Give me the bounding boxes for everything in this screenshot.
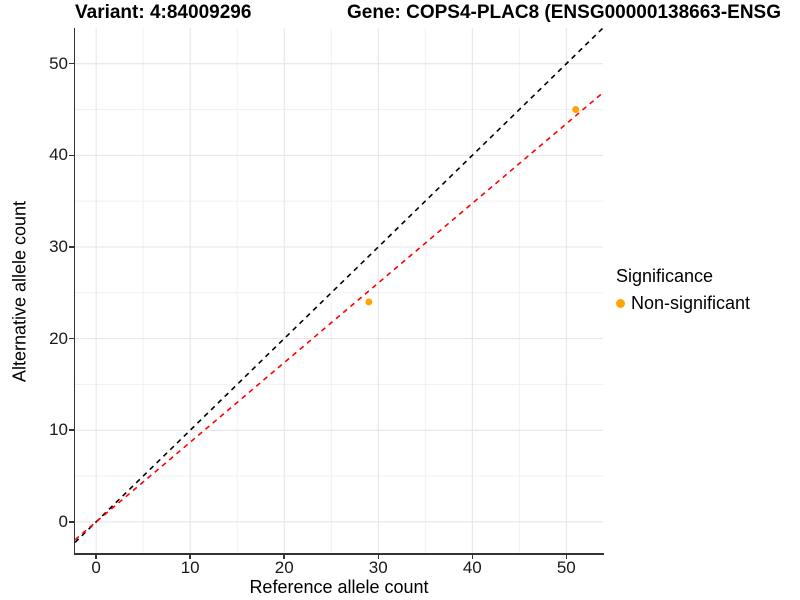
y-tick-mark	[69, 62, 74, 65]
y-axis-line	[73, 28, 75, 555]
y-tick-label: 10	[49, 420, 68, 440]
y-tick-label: 40	[49, 145, 68, 165]
plot-titles: Variant: 4:84009296 Gene: COPS4-PLAC8 (E…	[0, 0, 800, 26]
y-tick-mark	[69, 246, 74, 248]
x-tick-mark	[283, 554, 285, 559]
fit-line	[74, 92, 604, 541]
y-tick-label: 30	[49, 236, 68, 256]
x-tick-mark	[565, 554, 568, 559]
chart-canvas	[74, 27, 604, 553]
y-tick-label: 20	[49, 328, 68, 348]
legend-point-icon	[616, 299, 625, 308]
y-tick-mark	[69, 154, 74, 157]
plot-title-variant: Variant: 4:84009296	[75, 2, 252, 23]
x-axis-line	[73, 553, 604, 555]
data-point	[572, 106, 580, 114]
plot-panel	[74, 27, 604, 553]
x-tick-mark	[377, 554, 379, 559]
identity-line	[74, 27, 604, 544]
legend-title: Significance	[616, 266, 714, 286]
x-tick-mark	[95, 554, 97, 559]
legend-item-label: Non-significant	[631, 293, 751, 313]
x-tick-label: 30	[368, 558, 388, 577]
x-tick-mark	[471, 554, 474, 559]
x-tick-label: 20	[274, 558, 294, 577]
legend: Significance Non-significant	[616, 266, 750, 314]
plot-title-gene: Gene: COPS4-PLAC8 (ENSG00000138663-ENSG	[347, 2, 782, 23]
legend-item-non-significant: Non-significant	[616, 293, 750, 314]
y-tick-label: 0	[58, 511, 68, 531]
x-tick-label: 50	[556, 558, 576, 577]
x-tick-label: 10	[180, 558, 200, 577]
data-point	[365, 298, 373, 306]
x-axis-title: Reference allele count	[249, 577, 429, 597]
y-tick-mark	[69, 429, 74, 431]
y-axis-title: Alternative allele count	[9, 200, 30, 383]
y-tick-mark	[69, 521, 74, 523]
x-tick-label: 40	[462, 558, 482, 577]
x-tick-mark	[189, 554, 191, 559]
x-tick-label: 0	[91, 558, 101, 577]
y-tick-label: 50	[49, 53, 68, 73]
y-tick-mark	[69, 337, 74, 340]
